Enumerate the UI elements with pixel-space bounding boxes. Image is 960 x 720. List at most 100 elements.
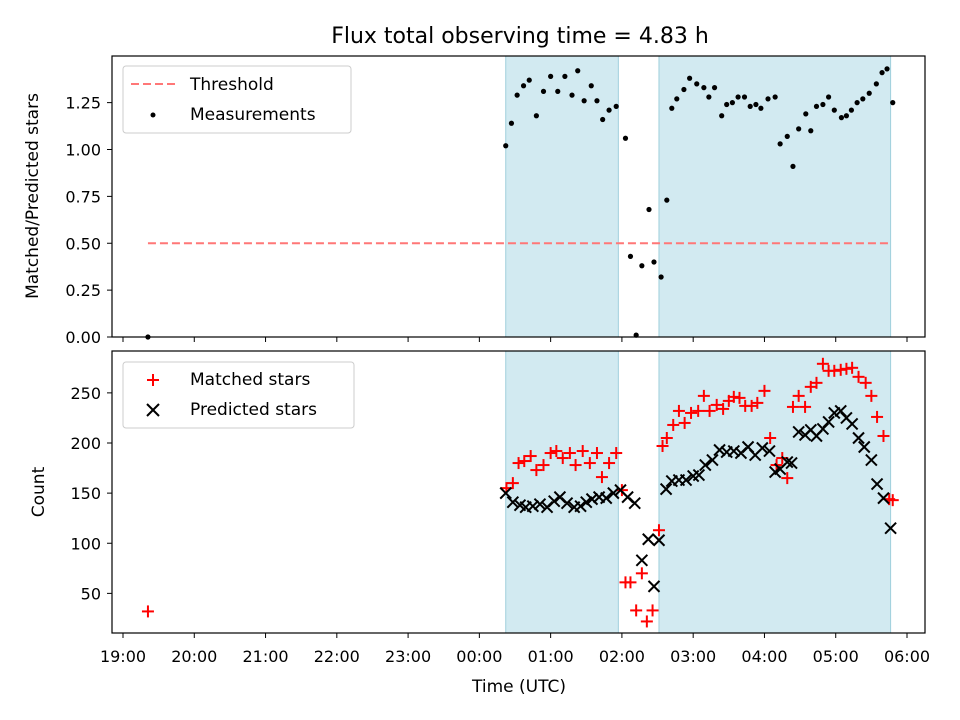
predicted-star-point (870, 477, 884, 491)
matched-star-point (733, 391, 746, 404)
predicted-star-point (607, 486, 620, 500)
measurement-point (508, 120, 515, 126)
matched-star-point (624, 576, 637, 589)
measurement-point (890, 100, 896, 106)
top-x-axis-ticks (122, 337, 908, 342)
matched-star-point (656, 440, 669, 453)
measurement-point (784, 133, 790, 139)
measurement-point (747, 103, 753, 109)
matched-star-point (660, 431, 673, 444)
x-tick-label: 00:00 (456, 647, 502, 666)
predicted-star-point (628, 496, 641, 510)
matched-star-point (697, 389, 710, 402)
measurement-point (674, 96, 680, 102)
bottom-legend-box (122, 361, 355, 429)
measurements-legend-swatch (150, 112, 156, 118)
measurement-point (526, 77, 532, 83)
measurement-point (808, 128, 814, 134)
bottom-axes-frame (111, 350, 926, 634)
measurement-point (669, 105, 675, 111)
measurements-points (145, 66, 896, 340)
matched-star-point (816, 357, 829, 370)
matched-star-point (828, 364, 841, 377)
matched-star-point (141, 605, 154, 618)
predicted-star-point (845, 417, 859, 431)
top-y-tick-label: 1.25 (65, 94, 101, 113)
matched-star-point (646, 604, 659, 617)
matched-star-point (758, 384, 771, 397)
bottom-y-axis-ticks: 50 100 150 200 250 (70, 384, 112, 603)
measurement-point (860, 96, 866, 102)
bottom-y-tick-label: 100 (70, 534, 101, 553)
measurement-point (803, 111, 809, 117)
top-y-tick-label: 0.00 (65, 328, 101, 347)
x-tick-label: 20:00 (171, 647, 217, 666)
measurement-point (548, 73, 554, 79)
predicted-star-point (585, 492, 599, 506)
matched-star-point (524, 450, 537, 463)
measurement-point (879, 70, 885, 76)
measurement-point (575, 68, 581, 74)
measurement-point (719, 113, 725, 119)
matched-star-point (569, 459, 582, 472)
predicted-star-point (526, 499, 540, 513)
measurement-point (753, 101, 759, 108)
measurement-point (831, 107, 837, 113)
predicted-star-point (822, 415, 835, 429)
x-axis-label: Time (UTC) (471, 677, 566, 697)
matched-star-point (710, 398, 723, 411)
predicted-star-point (877, 491, 890, 505)
matched-star-point (871, 410, 884, 423)
predicted-star-point (699, 458, 712, 472)
x-tick-label: 01:00 (528, 647, 574, 666)
top-y-tick-label: 0.25 (65, 281, 101, 300)
predicted-star-point (727, 444, 741, 458)
measurement-point (838, 115, 845, 121)
matched-star-point (640, 615, 653, 628)
matched-star-point (610, 447, 623, 460)
measurement-point (646, 206, 652, 213)
top-y-tick-label: 1.00 (65, 141, 101, 160)
predicted-star-point (713, 443, 726, 457)
predicted-star-point (679, 473, 693, 487)
matched-star-point (544, 447, 557, 460)
x-tick-label: 04:00 (741, 647, 787, 666)
measurement-point (581, 98, 587, 104)
predicted-star-point (785, 456, 798, 470)
measurement-point (533, 113, 539, 119)
measurement-point (681, 86, 687, 93)
matched-star-point (799, 400, 812, 413)
matched-star-point (764, 431, 777, 444)
predicted-star-point (533, 497, 547, 511)
matched-star-point (834, 363, 847, 376)
measurement-point (772, 94, 778, 100)
matched-star-point (865, 389, 878, 402)
matched-star-point (810, 376, 823, 389)
measurement-point (613, 103, 619, 109)
threshold-legend-label: Threshold (189, 75, 274, 95)
predicted-star-point (706, 453, 719, 467)
matched-star-point (846, 361, 859, 374)
matched-stars-legend-label: Matched stars (190, 370, 310, 390)
measurement-point (651, 259, 657, 265)
matched-star-point (512, 457, 525, 470)
predicted-star-point (858, 440, 871, 454)
measurement-point (588, 83, 594, 89)
matched-star-point (685, 406, 698, 419)
bottom-y-axis-label: Count (29, 466, 49, 517)
predicted-star-point (865, 453, 878, 467)
measurement-point (843, 113, 850, 119)
predicted-star-point (642, 533, 655, 546)
measurement-point (729, 100, 735, 106)
matched-stars-points (141, 357, 899, 628)
matched-star-point (727, 390, 740, 403)
matched-star-point (590, 447, 603, 460)
measurement-point (826, 94, 832, 100)
bottom-shaded-span (658, 350, 892, 634)
predicted-star-point (756, 441, 769, 455)
top-legend: Threshold Measurements (122, 65, 352, 134)
predicted-star-point (781, 455, 794, 469)
matched-star-point (751, 396, 764, 409)
matched-star-point (518, 455, 531, 468)
predicted-star-point (652, 534, 666, 547)
